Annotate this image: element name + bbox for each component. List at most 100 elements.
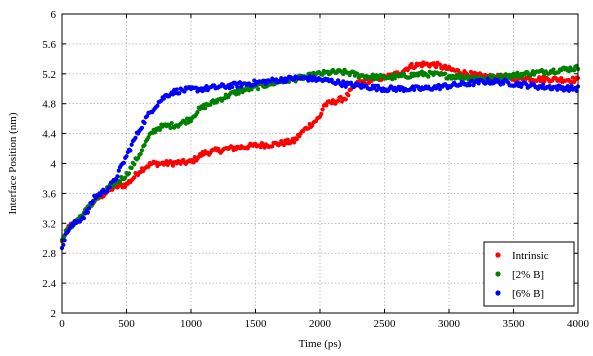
data-point xyxy=(319,111,324,117)
data-point xyxy=(294,137,299,142)
data-point xyxy=(169,120,174,126)
data-point xyxy=(476,81,481,86)
data-point xyxy=(263,81,268,86)
data-point xyxy=(195,109,200,115)
data-point xyxy=(81,216,87,221)
data-point xyxy=(139,148,145,153)
y-tick-label: 4 xyxy=(51,159,57,171)
legend-marker xyxy=(495,252,501,258)
data-point xyxy=(324,103,329,108)
data-point xyxy=(569,83,574,89)
legend-label: [6% B] xyxy=(512,288,544,300)
x-tick-label: 3500 xyxy=(503,318,526,330)
data-point xyxy=(426,74,431,79)
x-tick-label: 2000 xyxy=(309,318,332,330)
legend: Intrinsic [2% B] [6% B] xyxy=(483,241,575,307)
data-point xyxy=(85,210,90,215)
y-tick-label: 4.4 xyxy=(42,129,56,141)
data-point xyxy=(145,113,150,119)
data-point xyxy=(126,171,132,176)
axis-ticks: 0 500 1000 1500 2000 2500 3000 3500 4000 2 2.4 2.8 3… xyxy=(42,9,589,330)
data-point xyxy=(412,87,417,92)
data-point xyxy=(235,85,240,90)
data-point xyxy=(177,91,182,96)
y-tick-label: 5.6 xyxy=(42,39,56,51)
data-point xyxy=(307,74,312,79)
data-point xyxy=(132,162,137,167)
data-point xyxy=(62,238,67,243)
data-series xyxy=(59,60,581,251)
y-tick-label: 4.8 xyxy=(42,99,56,111)
data-point xyxy=(392,76,397,81)
data-point xyxy=(203,106,208,111)
data-point xyxy=(355,71,360,76)
data-point xyxy=(372,77,377,82)
data-point xyxy=(541,82,546,87)
x-tick-label: 1500 xyxy=(245,318,268,330)
data-point xyxy=(343,84,348,89)
data-point xyxy=(133,135,138,140)
x-tick-label: 500 xyxy=(118,318,135,330)
data-point xyxy=(146,135,151,140)
data-point xyxy=(124,154,129,159)
data-point xyxy=(566,88,572,93)
x-axis-label: Time (ps) xyxy=(299,338,342,350)
data-point xyxy=(138,151,143,156)
data-point xyxy=(341,79,346,84)
data-point xyxy=(188,119,194,124)
series-2 xyxy=(59,74,581,251)
data-point xyxy=(503,72,508,77)
data-point xyxy=(129,142,134,147)
data-point xyxy=(107,185,112,190)
grid-lines xyxy=(62,14,578,313)
data-point xyxy=(485,76,490,81)
data-point xyxy=(111,184,116,189)
data-point xyxy=(146,164,151,169)
data-point xyxy=(90,198,96,204)
data-point xyxy=(249,87,254,92)
data-point xyxy=(170,163,176,168)
legend-marker xyxy=(495,271,501,277)
x-tick-label: 3000 xyxy=(438,318,461,330)
y-tick-label: 3.6 xyxy=(42,188,56,200)
y-axis-label: Interface Position (nm) xyxy=(7,112,19,214)
x-tick-label: 4000 xyxy=(567,318,590,330)
data-point xyxy=(409,61,414,67)
y-tick-label: 5.2 xyxy=(42,69,56,81)
x-tick-label: 2500 xyxy=(374,318,397,330)
data-point xyxy=(98,192,103,198)
data-point xyxy=(182,89,187,94)
legend-label: Intrinsic xyxy=(512,250,549,262)
data-point xyxy=(86,206,92,211)
y-tick-label: 2 xyxy=(51,308,57,320)
data-point xyxy=(121,160,127,165)
data-point xyxy=(155,103,160,108)
legend-marker xyxy=(495,290,501,296)
y-tick-label: 2.8 xyxy=(42,248,56,260)
data-point xyxy=(132,175,137,180)
x-tick-label: 0 xyxy=(59,318,65,330)
data-point xyxy=(236,91,241,96)
data-point xyxy=(123,184,128,189)
y-tick-label: 6 xyxy=(51,9,57,21)
data-point xyxy=(157,127,163,132)
data-point xyxy=(443,63,448,68)
data-point xyxy=(105,189,110,194)
data-point xyxy=(434,65,439,70)
data-point xyxy=(559,76,564,81)
data-point xyxy=(255,87,261,92)
data-point xyxy=(343,97,348,102)
data-point xyxy=(117,179,123,184)
y-tick-label: 2.4 xyxy=(42,278,56,290)
data-point xyxy=(161,96,167,101)
data-point xyxy=(142,142,147,148)
data-point xyxy=(136,155,141,161)
data-point xyxy=(129,165,134,171)
legend-label: [2% B] xyxy=(512,269,544,281)
data-point xyxy=(142,120,147,125)
y-tick-label: 3.2 xyxy=(42,218,56,230)
data-point xyxy=(208,102,213,107)
data-point xyxy=(467,83,472,88)
data-point xyxy=(292,140,297,145)
